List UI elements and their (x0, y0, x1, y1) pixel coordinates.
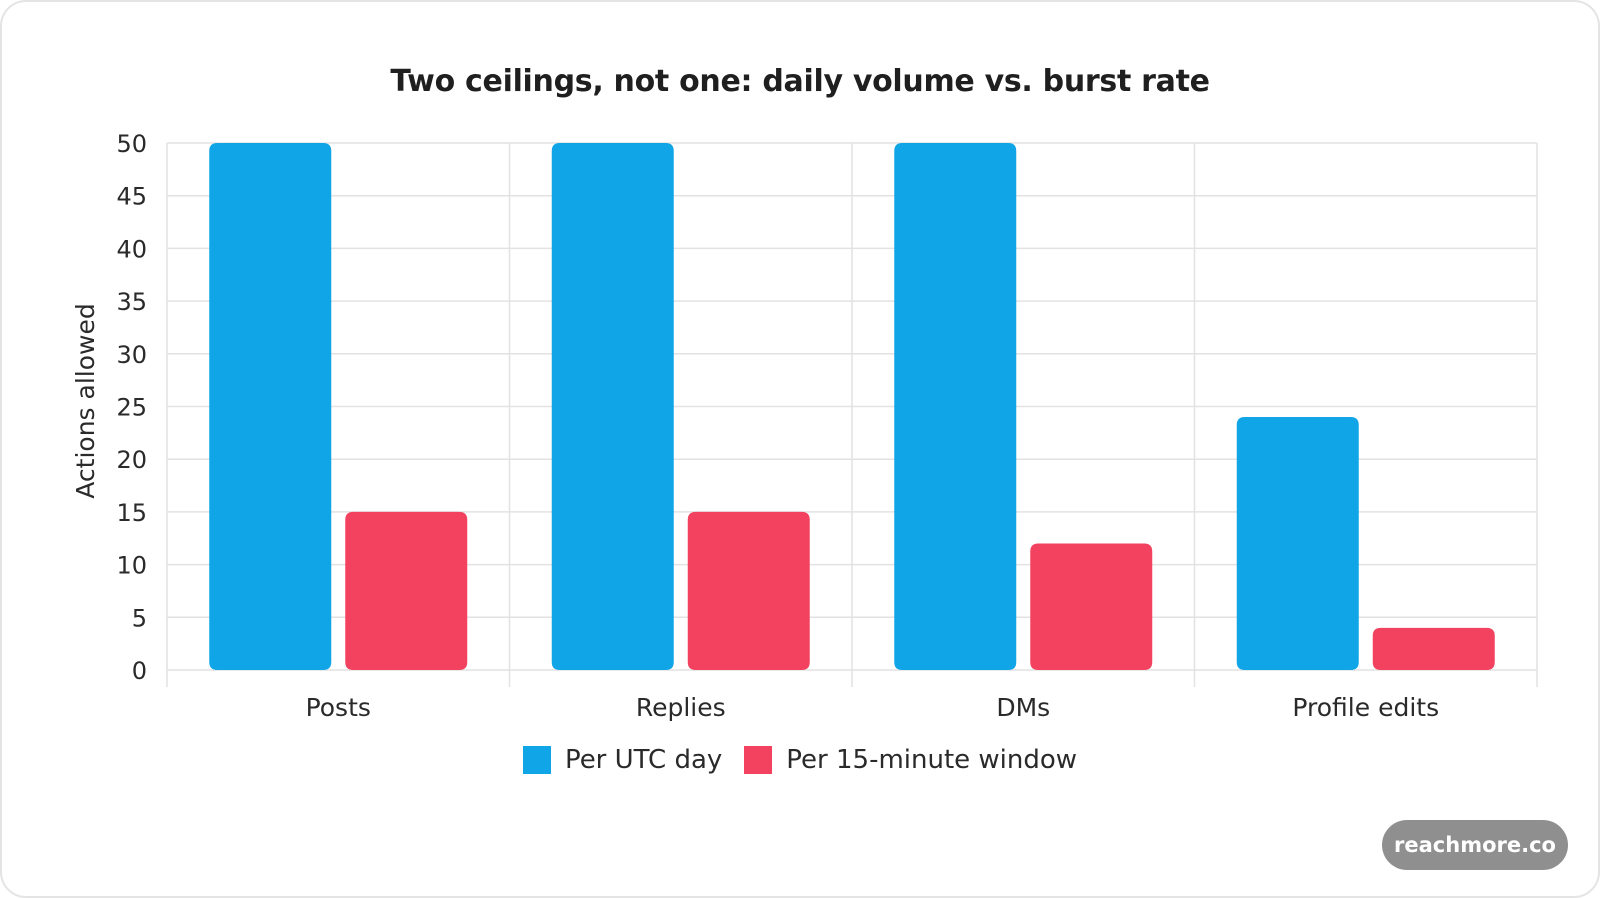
legend-label-per-utc-day: Per UTC day (564, 745, 723, 775)
legend: Per UTC day Per 15-minute window (0, 745, 1600, 775)
y-tick-label: 50 (116, 130, 147, 158)
bar-posts-per-15-minute-window[interactable] (345, 511, 468, 670)
y-axis-label: Actions allowed (71, 303, 100, 498)
bar-replies-per-utc-day[interactable] (551, 143, 674, 670)
legend-label-per-15-minute-window: Per 15-minute window (786, 745, 1078, 775)
y-tick-label: 40 (116, 235, 147, 263)
x-category-label: DMs (996, 693, 1050, 722)
legend-swatch-per-utc-day (522, 746, 551, 774)
bar-posts-per-utc-day[interactable] (209, 143, 332, 670)
y-tick-label: 25 (116, 394, 147, 422)
bar-profile-edits-per-15-minute-window[interactable] (1372, 627, 1495, 670)
x-category-label: Profile edits (1292, 693, 1439, 722)
y-tick-label: 0 (132, 657, 147, 685)
bar-profile-edits-per-utc-day[interactable] (1236, 417, 1359, 670)
legend-item-per-utc-day[interactable]: Per UTC day (522, 745, 723, 775)
y-tick-label: 15 (116, 499, 147, 527)
y-tick-label: 10 (116, 552, 147, 580)
watermark-badge: reachmore.co (1382, 820, 1568, 870)
y-tick-label: 45 (116, 183, 147, 211)
legend-item-per-15-minute-window[interactable]: Per 15-minute window (744, 745, 1077, 775)
y-tick-labels: 0 5 10 15 20 25 30 35 40 45 50 (116, 130, 147, 685)
bar-dms-per-utc-day[interactable] (894, 143, 1017, 670)
y-tick-label: 30 (116, 341, 147, 369)
y-tick-label: 35 (116, 288, 147, 316)
bar-dms-per-15-minute-window[interactable] (1030, 543, 1153, 670)
legend-swatch-per-15-minute-window (744, 746, 773, 774)
y-tick-label: 20 (116, 446, 147, 474)
bars (209, 143, 1495, 670)
x-category-label: Replies (636, 693, 726, 722)
y-tick-label: 5 (132, 604, 147, 632)
x-category-labels: Posts Replies DMs Profile edits (306, 693, 1440, 722)
x-category-label: Posts (306, 693, 371, 722)
chart-title: Two ceilings, not one: daily volume vs. … (390, 64, 1210, 99)
bar-replies-per-15-minute-window[interactable] (687, 511, 810, 670)
